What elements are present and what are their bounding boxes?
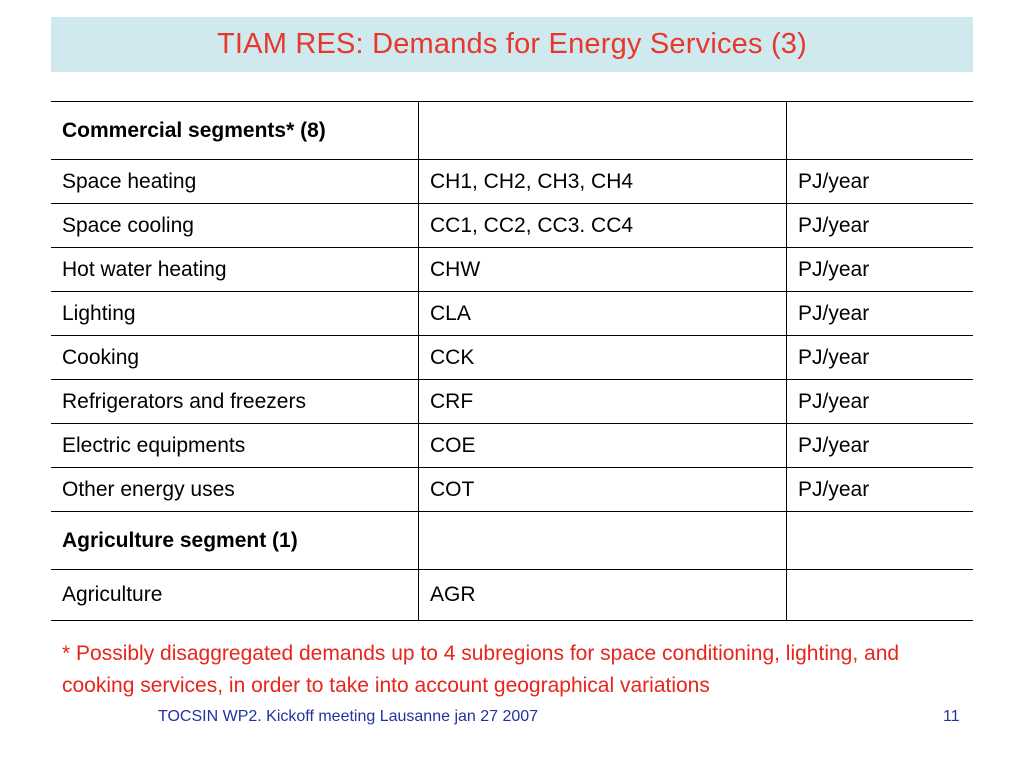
table-cell: Space heating <box>51 159 419 204</box>
footnote: * Possibly disaggregated demands up to 4… <box>62 642 900 697</box>
table-cell: CH1, CH2, CH3, CH4 <box>418 159 787 204</box>
table-cell: COE <box>418 423 787 468</box>
footer-text: TOCSIN WP2. Kickoff meeting Lausanne jan… <box>158 708 539 725</box>
table-row: Space cooling CC1, CC2, CC3. CC4 PJ/year <box>51 203 973 248</box>
table-cell: CLA <box>418 291 787 336</box>
table-row: Space heating CH1, CH2, CH3, CH4 PJ/year <box>51 159 973 204</box>
table-cell: Other energy uses <box>51 467 419 512</box>
table-cell <box>418 511 787 570</box>
table-cell: CC1, CC2, CC3. CC4 <box>418 203 787 248</box>
table-cell: COT <box>418 467 787 512</box>
table-cell: CCK <box>418 335 787 380</box>
table-cell: PJ/year <box>786 159 973 204</box>
table-cell: Space cooling <box>51 203 419 248</box>
table-cell: AGR <box>418 569 787 621</box>
table-cell: PJ/year <box>786 423 973 468</box>
table-cell: Electric equipments <box>51 423 419 468</box>
table-cell: Hot water heating <box>51 247 419 292</box>
table-cell <box>786 511 973 570</box>
table-cell: PJ/year <box>786 467 973 512</box>
table-row: Refrigerators and freezers CRF PJ/year <box>51 379 973 424</box>
table-row: Cooking CCK PJ/year <box>51 335 973 380</box>
table-cell: PJ/year <box>786 203 973 248</box>
table-row: Electric equipments COE PJ/year <box>51 423 973 468</box>
table-row: Hot water heating CHW PJ/year <box>51 247 973 292</box>
demands-table: Commercial segments* (8) Space heating C… <box>51 101 973 621</box>
table-row-header: Agriculture segment (1) <box>51 511 973 570</box>
table-cell: PJ/year <box>786 335 973 380</box>
table-row: Agriculture AGR <box>51 569 973 621</box>
table-cell: Refrigerators and freezers <box>51 379 419 424</box>
page-number: 11 <box>943 708 960 725</box>
table-cell: CRF <box>418 379 787 424</box>
table-cell <box>786 101 973 160</box>
title-band: TIAM RES: Demands for Energy Services (3… <box>51 17 973 72</box>
slide-title: TIAM RES: Demands for Energy Services (3… <box>217 28 807 60</box>
table-cell: Lighting <box>51 291 419 336</box>
table-cell: Agriculture segment (1) <box>51 511 419 570</box>
table-row: Lighting CLA PJ/year <box>51 291 973 336</box>
table-cell: Commercial segments* (8) <box>51 101 419 160</box>
table-row: Other energy uses COT PJ/year <box>51 467 973 512</box>
table-cell: Cooking <box>51 335 419 380</box>
table-cell <box>418 101 787 160</box>
table-cell <box>786 569 973 621</box>
table-row-header: Commercial segments* (8) <box>51 101 973 160</box>
table-cell: CHW <box>418 247 787 292</box>
table-cell: PJ/year <box>786 291 973 336</box>
table-cell: PJ/year <box>786 247 973 292</box>
table-cell: Agriculture <box>51 569 419 621</box>
table-cell: PJ/year <box>786 379 973 424</box>
